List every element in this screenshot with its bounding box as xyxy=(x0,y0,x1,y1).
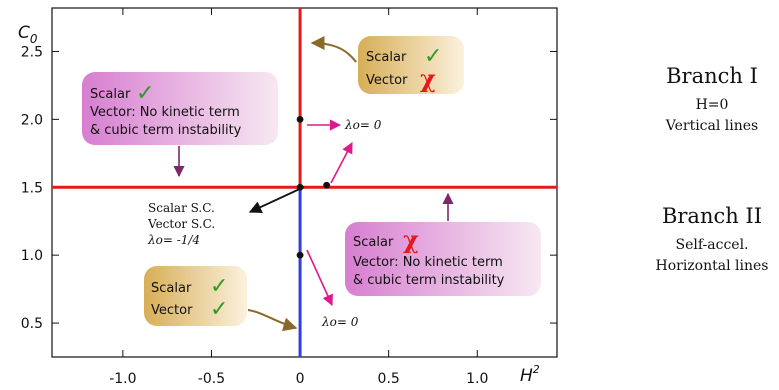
box-bottom-right-scalar: Scalar xyxy=(353,235,394,250)
x-tick-label: 1.0 xyxy=(466,371,488,387)
lambda-lower-label: λo= 0 xyxy=(321,315,359,329)
box-top-left-scalar: Scalar xyxy=(90,87,131,102)
sc-label-lambda: λo= -1/4 xyxy=(147,233,200,247)
sc-label-vector: Vector S.C. xyxy=(147,217,215,231)
y-tick-label: 2.5 xyxy=(21,44,43,60)
branch2-line2: Horizontal lines xyxy=(656,258,769,274)
box-bottom-right-vector: Vector: No kinetic term xyxy=(353,255,503,270)
annotation-box-top-left: Scalar ✓ Vector: No kinetic term & cubic… xyxy=(82,72,278,145)
arrow-upper-lambda-diagonal xyxy=(330,142,353,184)
x-axis-label: H2 xyxy=(520,363,540,386)
box-bottom-left-scalar: Scalar xyxy=(151,281,192,296)
box-top-right-scalar: Scalar xyxy=(366,50,407,65)
y-tick-label: 2.0 xyxy=(21,112,43,128)
lambda-upper-label: λo= 0 xyxy=(344,118,382,132)
sc-label-scalar: Scalar S.C. xyxy=(148,201,215,215)
box-bottom-right-cross-icon: χ xyxy=(403,225,419,254)
arrow-sc-point xyxy=(248,186,305,213)
box-top-left-instability: & cubic term instability xyxy=(90,123,242,138)
y-tick-label: 1.0 xyxy=(21,248,43,264)
annotation-box-bottom-left: Scalar ✓ Vector ✓ xyxy=(144,266,247,326)
branch1-line2: Vertical lines xyxy=(665,118,758,134)
data-point xyxy=(323,181,331,189)
x-tick-label: -0.5 xyxy=(198,371,225,387)
data-point xyxy=(296,115,304,123)
plot-frame xyxy=(51,7,558,358)
data-point xyxy=(296,183,304,191)
x-tick-label: 0.5 xyxy=(378,371,400,387)
box-top-left-check-icon: ✓ xyxy=(136,81,154,106)
x-tick-label: -1.0 xyxy=(109,371,136,387)
arrow-lower-lambda xyxy=(306,249,333,307)
annotation-box-bottom-right: Scalar χ Vector: No kinetic term & cubic… xyxy=(345,222,541,296)
y-tick-label: 0.5 xyxy=(21,316,43,332)
y-tick-label: 1.5 xyxy=(21,180,43,196)
box-top-right-vector-cross-icon: χ xyxy=(420,64,436,93)
branch2-line1: Self-accel. xyxy=(675,237,748,253)
box-bottom-left-scalar-check-icon: ✓ xyxy=(210,274,228,299)
y-axis-label: C0 xyxy=(18,23,38,46)
box-bottom-left-vector-check-icon: ✓ xyxy=(210,297,228,322)
arrow-top-right-box xyxy=(310,36,357,63)
arrow-bottom-left-box xyxy=(247,309,298,332)
branch1-line1: H=0 xyxy=(696,97,729,113)
branch1-title: Branch I xyxy=(666,64,758,88)
box-top-left-vector: Vector: No kinetic term xyxy=(90,105,240,120)
side-panel: Branch I H=0 Vertical lines Branch II Se… xyxy=(656,64,769,274)
annotation-box-top-right: Scalar ✓ Vector χ xyxy=(358,36,464,94)
box-top-right-vector: Vector xyxy=(366,73,408,88)
box-top-right-scalar-check-icon: ✓ xyxy=(424,44,442,69)
x-tick-label: 0 xyxy=(296,371,305,387)
box-bottom-left-vector: Vector xyxy=(151,303,193,318)
data-point xyxy=(296,251,304,259)
box-bottom-right-instability: & cubic term instability xyxy=(353,273,505,288)
branch2-title: Branch II xyxy=(662,204,762,228)
